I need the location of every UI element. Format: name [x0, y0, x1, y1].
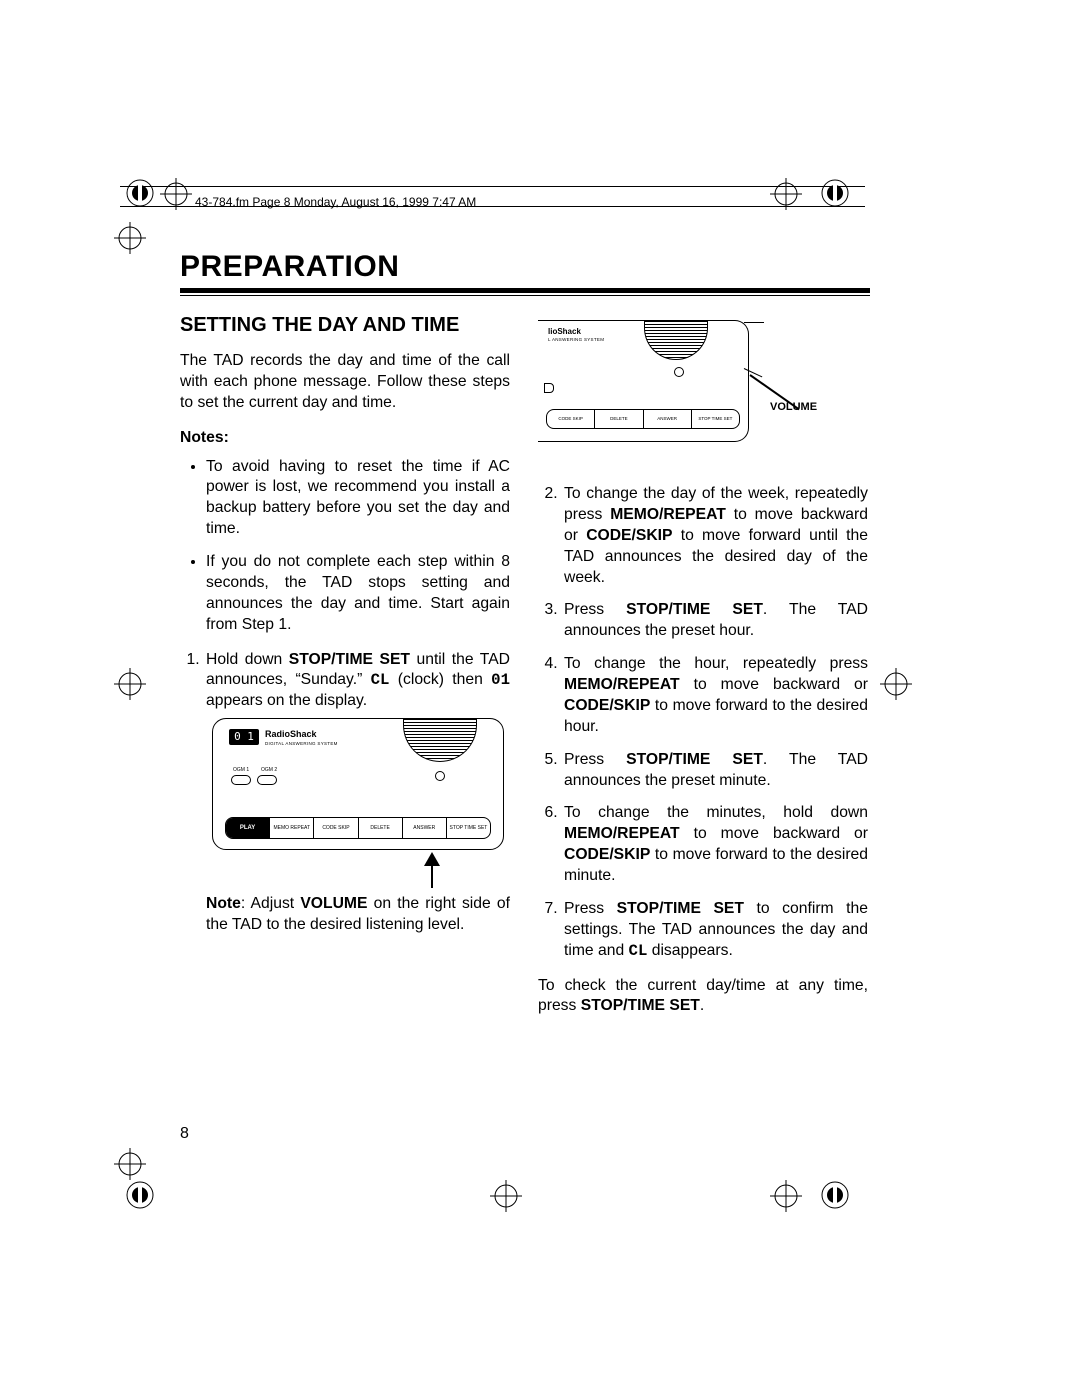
registration-mark-icon: [880, 668, 912, 700]
rule-thick: [180, 288, 870, 293]
led-icon: [674, 367, 684, 377]
step-7: Press STOP/TIME SET to confirm the setti…: [562, 899, 868, 962]
lcd-display: 0 1: [229, 729, 259, 745]
notes-label: Notes:: [180, 428, 510, 449]
delete-button-icon: DELETE: [595, 410, 643, 428]
closing-paragraph: To check the current day/time at any tim…: [538, 976, 868, 1018]
registration-mark-icon: [114, 1148, 146, 1180]
registration-mark-icon: [770, 178, 802, 210]
step-4: To change the hour, repeatedly press MEM…: [562, 654, 868, 738]
button-row: CODE SKIP DELETE ANSWER STOP TIME SET: [546, 409, 740, 429]
answer-button-icon: ANSWER: [403, 818, 447, 838]
callout-line-icon: [744, 322, 764, 323]
running-header: 43-784.fm Page 8 Monday, August 16, 1999…: [195, 195, 476, 209]
speaker-grille-icon: [403, 719, 477, 762]
registration-mark-icon: [114, 668, 146, 700]
memo-repeat-button-icon: MEMO REPEAT: [270, 818, 314, 838]
note-item: If you do not complete each step within …: [206, 552, 510, 636]
screw-icon: [820, 178, 850, 208]
steps-list-left: Hold down STOP/TIME SET until the TAD an…: [180, 650, 510, 936]
screw-icon: [820, 1180, 850, 1210]
answer-button-icon: ANSWER: [644, 410, 692, 428]
device-figure-1: 0 1 RadioShack DIGITAL ANSWERING SYSTEM …: [212, 718, 504, 850]
button-row: PLAY MEMO REPEAT CODE SKIP DELETE ANSWER…: [225, 817, 491, 839]
intro-paragraph: The TAD records the day and time of the …: [180, 351, 510, 414]
column-right: lioShack L ANSWERING SYSTEM CODE SKIP DE…: [538, 314, 868, 1031]
brand-subtitle-partial: L ANSWERING SYSTEM: [548, 337, 604, 343]
brand-label: RadioShack: [265, 729, 317, 741]
steps-list-right: To change the day of the week, repeatedl…: [538, 484, 868, 962]
note-item: To avoid having to reset the time if AC …: [206, 457, 510, 541]
partial-icon: [544, 383, 554, 393]
screw-icon: [125, 1180, 155, 1210]
code-skip-button-icon: CODE SKIP: [314, 818, 358, 838]
page-number: 8: [180, 1125, 189, 1143]
registration-mark-icon: [770, 1180, 802, 1212]
ogm1-button-icon: [231, 775, 251, 785]
stop-timeset-button-icon: STOP TIME SET: [447, 818, 490, 838]
step-6: To change the minutes, hold down MEMO/RE…: [562, 803, 868, 887]
ogm1-label: OGM 1: [233, 767, 249, 774]
notes-list: To avoid having to reset the time if AC …: [180, 457, 510, 636]
delete-button-icon: DELETE: [359, 818, 403, 838]
step-1: Hold down STOP/TIME SET until the TAD an…: [204, 650, 510, 936]
step-3: Press STOP/TIME SET. The TAD announces t…: [562, 600, 868, 642]
rule-thin: [180, 295, 870, 296]
step-5: Press STOP/TIME SET. The TAD announces t…: [562, 750, 868, 792]
volume-callout-label: VOLUME: [770, 400, 817, 415]
crop-rule-top: [120, 186, 865, 187]
device-figure-2: lioShack L ANSWERING SYSTEM CODE SKIP DE…: [538, 320, 749, 442]
play-button-icon: PLAY: [226, 818, 270, 838]
registration-mark-icon: [114, 222, 146, 254]
heading-preparation: PREPARATION: [180, 250, 870, 284]
registration-mark-icon: [160, 178, 192, 210]
brand-subtitle: DIGITAL ANSWERING SYSTEM: [265, 741, 338, 747]
ogm2-button-icon: [257, 775, 277, 785]
device-figure-2-wrap: lioShack L ANSWERING SYSTEM CODE SKIP DE…: [538, 314, 868, 474]
led-icon: [435, 771, 445, 781]
page-body: PREPARATION SETTING THE DAY AND TIME The…: [180, 250, 870, 1031]
heading-setting-day-time: SETTING THE DAY AND TIME: [180, 314, 510, 337]
registration-mark-icon: [490, 1180, 522, 1212]
column-left: SETTING THE DAY AND TIME The TAD records…: [180, 314, 510, 1031]
stop-timeset-button-icon: STOP TIME SET: [692, 410, 739, 428]
arrow-pointer-icon: [424, 852, 440, 888]
volume-note: Note: Adjust VOLUME on the right side of…: [206, 894, 510, 936]
screw-icon: [125, 178, 155, 208]
code-skip-button-icon: CODE SKIP: [547, 410, 595, 428]
ogm2-label: OGM 2: [261, 767, 277, 774]
step-2: To change the day of the week, repeatedl…: [562, 484, 868, 588]
speaker-grille-icon: [644, 321, 708, 360]
